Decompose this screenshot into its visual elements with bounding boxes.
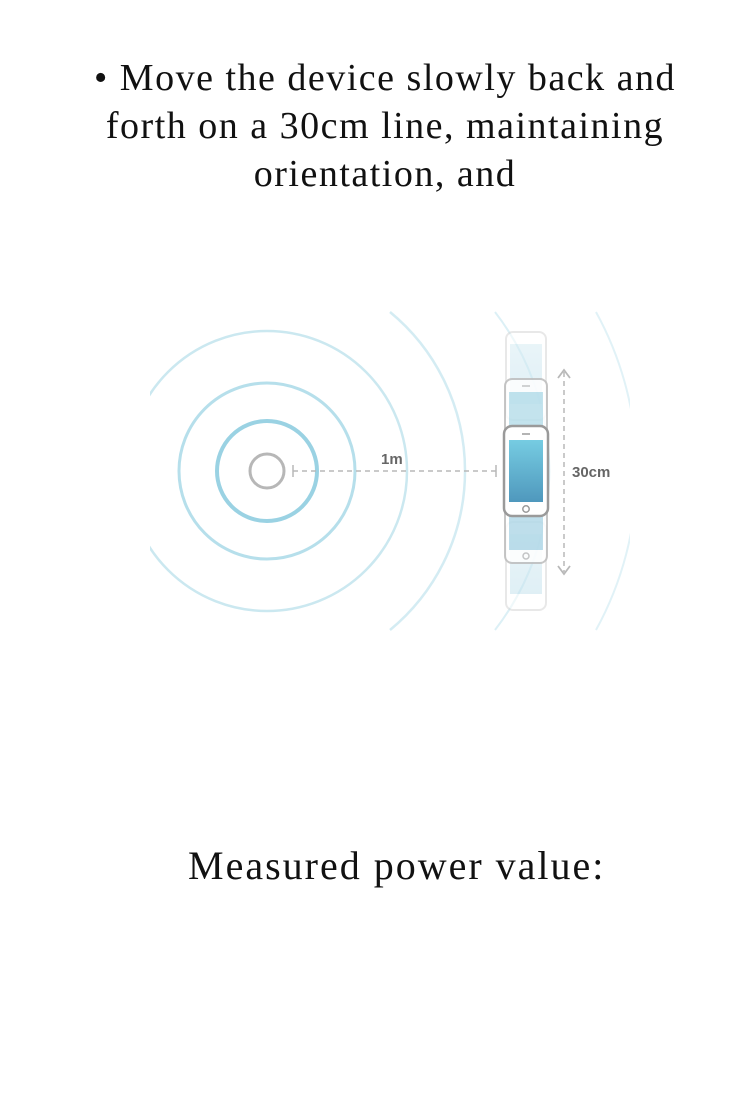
- signal-ring-2: [177, 381, 357, 561]
- calibration-illustration: 1m: [150, 310, 630, 632]
- measured-power-label: Measured power value:: [188, 843, 606, 888]
- instruction-text: • Move the device slowly back and forth …: [94, 57, 676, 195]
- distance-label: 1m: [381, 451, 403, 468]
- arrow-down-icon: [557, 565, 571, 576]
- signal-ring-1: [215, 419, 319, 523]
- signal-ring-3: [150, 329, 409, 613]
- measured-power-row: Measured power value:: [188, 842, 615, 890]
- calibration-diagram: 1m: [150, 311, 630, 631]
- arrow-up-icon: [557, 368, 571, 379]
- phone-icon: [502, 424, 550, 518]
- signal-arc-6: [595, 311, 630, 631]
- travel-label: 30cm: [572, 464, 610, 481]
- beacon-icon: [248, 452, 286, 490]
